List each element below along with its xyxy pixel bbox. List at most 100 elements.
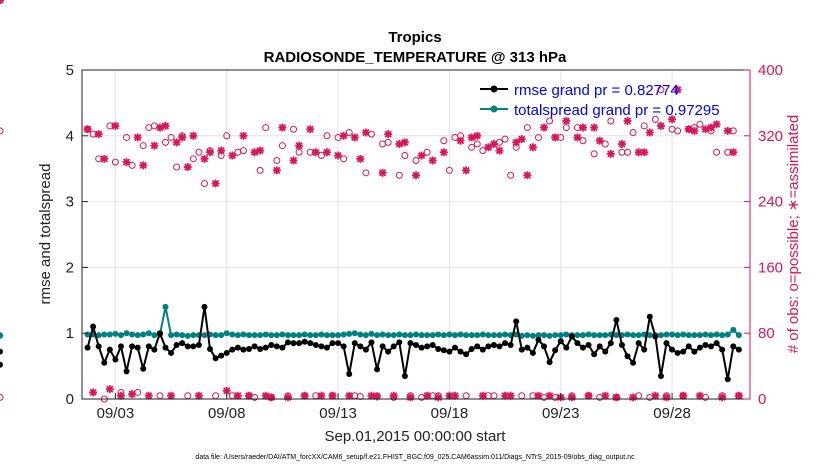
rmse-point bbox=[173, 342, 180, 349]
totalspread-point bbox=[95, 332, 102, 339]
x-tick-label: 09/28 bbox=[653, 405, 691, 422]
totalspread-point bbox=[140, 331, 147, 338]
rmse-point bbox=[184, 343, 191, 350]
obs-possible-point bbox=[546, 117, 554, 125]
totalspread-point bbox=[463, 332, 470, 339]
totalspread-point bbox=[708, 332, 715, 339]
rmse-point bbox=[440, 347, 447, 354]
obs-possible-point bbox=[323, 132, 331, 140]
obs-assimilated-point bbox=[718, 393, 727, 402]
rmse-point bbox=[151, 346, 158, 353]
totalspread-point bbox=[407, 332, 414, 339]
rmse-point bbox=[396, 339, 403, 346]
rmse-point bbox=[401, 372, 408, 379]
obs-assimilated-point bbox=[384, 130, 393, 139]
obs-assimilated-point bbox=[656, 121, 665, 130]
obs-assimilated-point bbox=[328, 391, 337, 400]
obs-assimilated-point bbox=[272, 166, 281, 175]
totalspread-point bbox=[424, 332, 431, 339]
obs-possible-point bbox=[412, 156, 420, 164]
obs-possible-point bbox=[162, 138, 169, 146]
totalspread-point bbox=[735, 332, 742, 339]
totalspread-point bbox=[106, 331, 113, 338]
rmse-point bbox=[652, 333, 659, 340]
obs-assimilated-series bbox=[0, 0, 743, 402]
totalspread-point bbox=[719, 332, 726, 339]
totalspread-point bbox=[435, 331, 442, 338]
obs-assimilated-point bbox=[356, 154, 365, 163]
obs-assimilated-point bbox=[506, 391, 515, 400]
rmse-point bbox=[301, 338, 308, 345]
obs-assimilated-point bbox=[116, 391, 125, 400]
obs-assimilated-point bbox=[540, 123, 549, 132]
obs-assimilated-point bbox=[684, 125, 693, 134]
obs-assimilated-point bbox=[211, 179, 220, 188]
y-tick-label-left: 0 bbox=[66, 391, 74, 408]
obs-possible-point bbox=[0, 127, 4, 135]
rmse-point bbox=[407, 340, 414, 347]
totalspread-point bbox=[279, 331, 286, 338]
obs-assimilated-point bbox=[378, 168, 387, 177]
rmse-point bbox=[340, 343, 347, 350]
obs-assimilated-point bbox=[406, 393, 415, 402]
totalspread-point bbox=[591, 332, 598, 339]
totalspread-point bbox=[396, 331, 403, 338]
rmse-point bbox=[351, 340, 358, 347]
rmse-point bbox=[413, 342, 419, 349]
totalspread-point bbox=[179, 332, 186, 339]
rmse-point bbox=[657, 372, 664, 379]
obs-assimilated-point bbox=[217, 146, 226, 155]
rmse-point bbox=[374, 366, 381, 373]
totalspread-point bbox=[246, 332, 252, 339]
rmse-point bbox=[524, 344, 531, 351]
rmse-point bbox=[535, 336, 542, 343]
rmse-point bbox=[329, 340, 336, 347]
obs-possible-point bbox=[468, 143, 476, 151]
rmse-point bbox=[585, 342, 592, 349]
totalspread-point bbox=[702, 331, 709, 338]
totalspread-point bbox=[663, 331, 670, 338]
ticks: 09/03 09/08 09/13 09/18 09/23 09/28 0 1 2 3 4 5 0 80 1… bbox=[66, 62, 783, 422]
totalspread-point bbox=[451, 332, 458, 339]
rmse-point bbox=[179, 340, 186, 347]
rmse-point bbox=[95, 343, 102, 350]
rmse-point bbox=[607, 340, 614, 347]
obs-assimilated-point bbox=[83, 125, 92, 134]
rmse-point bbox=[702, 342, 709, 349]
rmse-point bbox=[335, 340, 342, 347]
rmse-point bbox=[323, 344, 330, 351]
obs-possible-point bbox=[278, 142, 286, 150]
rmse-point bbox=[0, 348, 3, 355]
rmse-point bbox=[101, 359, 108, 366]
rmse-point bbox=[518, 346, 525, 353]
y-axis-label-right: # of obs: o=possible; ∗=assimilated bbox=[785, 115, 802, 354]
rmse-point bbox=[646, 313, 653, 320]
totalspread-series bbox=[0, 303, 742, 339]
y-tick-label-left: 2 bbox=[66, 259, 74, 276]
rmse-point bbox=[307, 340, 314, 347]
totalspread-point bbox=[657, 332, 664, 339]
totalspread-point bbox=[190, 332, 197, 339]
obs-possible-point bbox=[629, 129, 637, 137]
totalspread-point bbox=[112, 330, 119, 337]
totalspread-point bbox=[218, 332, 225, 339]
obs-assimilated-point bbox=[111, 121, 120, 130]
obs-assimilated-point bbox=[133, 133, 142, 142]
obs-possible-point bbox=[173, 163, 181, 171]
rmse-point bbox=[563, 344, 570, 351]
y-tick-label-left: 4 bbox=[66, 128, 74, 145]
obs-possible-point bbox=[273, 156, 281, 164]
totalspread-point bbox=[290, 332, 297, 339]
totalspread-point bbox=[273, 332, 280, 339]
rmse-point bbox=[162, 344, 169, 351]
rmse-point bbox=[84, 344, 91, 351]
totalspread-point bbox=[201, 332, 208, 339]
legend-spread-marker bbox=[490, 105, 498, 113]
obs-assimilated-point bbox=[317, 391, 326, 400]
rmse-point bbox=[279, 344, 286, 351]
totalspread-point bbox=[374, 332, 381, 339]
totalspread-point bbox=[318, 331, 325, 338]
rmse-point bbox=[641, 346, 648, 353]
obs-possible-point bbox=[0, 393, 4, 401]
obs-possible-point bbox=[195, 148, 203, 156]
